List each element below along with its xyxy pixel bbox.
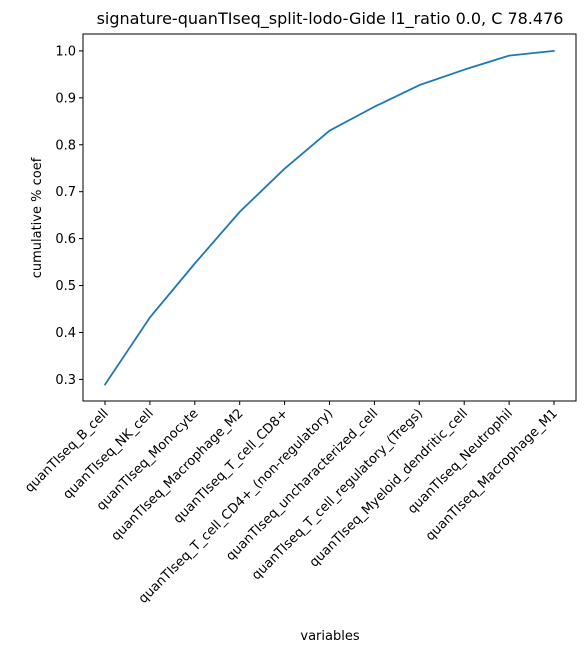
plot-frame	[83, 34, 576, 401]
y-tick-label: 0.9	[55, 91, 76, 106]
y-tick-label: 1.0	[55, 44, 76, 59]
plot-area: 0.3 0.4 0.5 0.6 0.7 0.8 0.9 1.0 quanTIseq_B_cell…	[22, 44, 561, 606]
chart-title: signature-quanTIseq_split-lodo-Gide l1_r…	[97, 9, 564, 29]
y-tick-label: 0.3	[55, 373, 76, 388]
y-tick-label: 0.4	[55, 326, 76, 341]
y-tick-label: 0.5	[55, 279, 76, 294]
y-tick-label: 0.8	[55, 138, 76, 153]
x-axis-label: variables	[300, 629, 359, 644]
y-tick-label: 0.7	[55, 185, 76, 200]
x-tick-label: quanTIseq_T_cell_regulatory_(Tregs)	[249, 406, 426, 583]
y-axis-label: cumulative % coef	[30, 157, 45, 278]
series-line	[105, 51, 554, 385]
x-tick-label: quanTIseq_B_cell	[22, 406, 112, 496]
y-tick-label: 0.6	[55, 232, 76, 247]
x-tick-label: quanTIseq_Myeloid_dendritic_cell	[307, 406, 471, 570]
